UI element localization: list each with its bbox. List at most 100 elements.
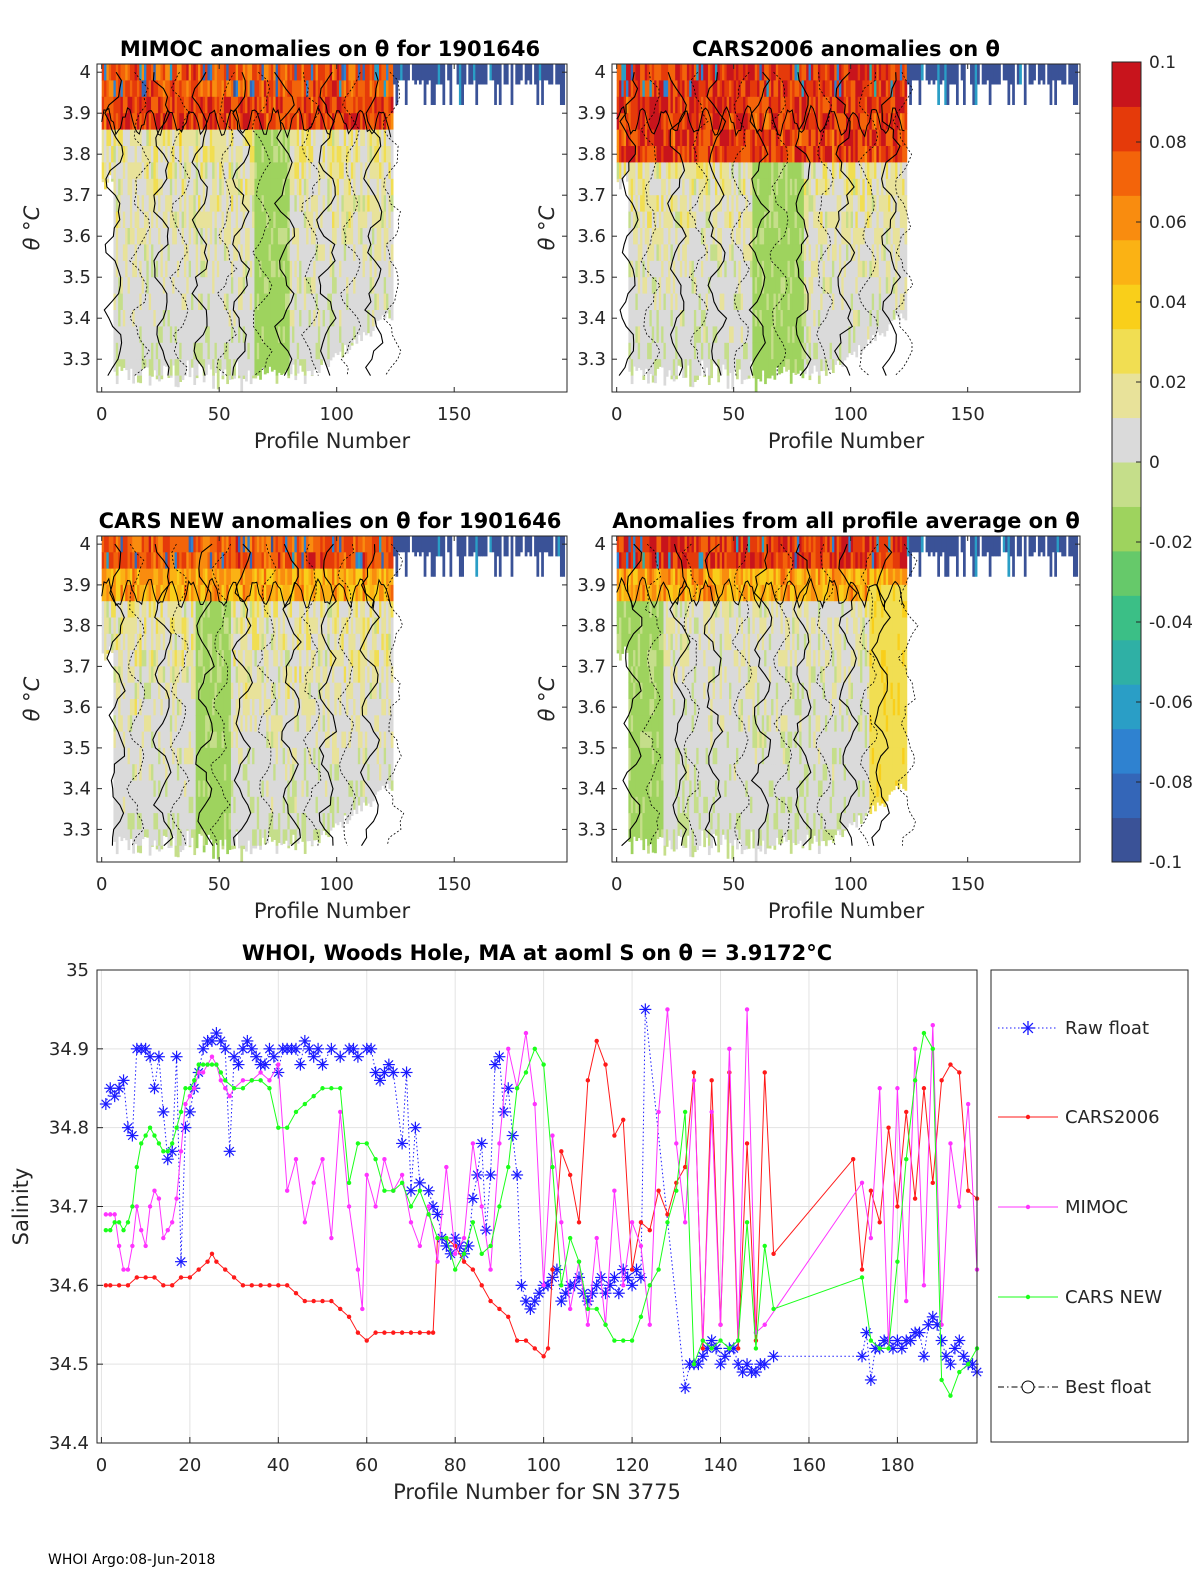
heatmap-cell [724,129,728,147]
heatmap-cell [320,277,323,294]
heatmap-cell [850,80,854,98]
heatmap-cell [245,277,248,294]
heatmap-cell [376,146,380,163]
heatmap-cell [724,178,728,196]
heatmap-cell [1037,64,1041,85]
heatmap-cell [188,310,192,327]
heatmap-cell [329,178,333,196]
heatmap-cell [899,277,903,294]
heatmap-cell [897,310,901,319]
heatmap-cell [122,342,126,360]
heatmap-cell [144,293,147,311]
heatmap-cell [334,211,338,229]
heatmap-cell [362,277,366,294]
heatmap-cell [885,211,889,229]
heatmap-cell [324,310,328,327]
heatmap-cell [768,178,772,196]
heatmap-cell [151,146,154,163]
heatmap-cell [857,244,861,262]
heatmap-cell [353,244,356,262]
heatmap-cell [810,211,814,229]
heatmap-cell [334,244,338,262]
heatmap-cell [179,310,182,327]
heatmap-cell [113,96,117,114]
heatmap-cell [904,228,908,245]
heatmap-cell [106,96,110,114]
heatmap-cell [792,228,795,245]
heatmap-cell [684,342,688,360]
heatmap-cell [668,310,671,327]
heatmap-cell [878,326,882,336]
heatmap-cell [806,244,809,262]
heatmap-cell [810,146,814,163]
heatmap-cell [176,375,180,388]
heatmap-cell [633,80,636,98]
heatmap-cell [747,178,751,196]
heatmap-cell [721,359,725,365]
heatmap-cell [850,326,854,344]
heatmap-cell [261,293,265,311]
heatmap-cell [850,277,854,294]
heatmap-cell [287,228,291,245]
contour-line [273,71,296,376]
heatmap-cell [261,260,265,278]
heatmap-cell [1061,64,1065,85]
heatmap-cell [986,64,990,81]
heatmap-cell [794,293,798,311]
heatmap-cell [183,178,187,196]
heatmap-cell [327,228,331,245]
heatmap-cell [775,96,779,114]
heatmap-cell [212,228,215,245]
heatmap-cell [848,342,852,354]
heatmap-cell [850,178,854,196]
heatmap-cell [209,113,213,130]
heatmap-cell [155,113,159,130]
heatmap-cell [209,228,213,245]
heatmap-cell [810,228,814,245]
heatmap-cell [146,342,150,360]
heatmap-cell [179,277,182,294]
heatmap-cell [796,342,800,360]
heatmap-cell [249,244,253,262]
heatmap-cell [155,228,159,245]
heatmap-cell [637,310,641,327]
heatmap-cell [628,211,632,229]
heatmap-cell [294,244,298,262]
heatmap-cell [169,129,173,147]
heatmap-cell [665,293,669,311]
heatmap-cell [181,375,185,381]
heatmap-cell [642,195,646,212]
heatmap-cell [824,178,828,196]
heatmap-cell [633,310,636,327]
heatmap-cell [712,310,716,327]
heatmap-cell [693,96,697,114]
heatmap-cell [630,244,634,262]
heatmap-cell [346,342,349,354]
heatmap-cell [426,64,429,85]
heatmap-cell [1054,64,1057,105]
heatmap-cell [301,178,305,196]
heatmap-cell [362,228,366,245]
heatmap-cell [252,375,255,379]
heatmap-cell [120,310,124,327]
heatmap-cell [115,129,119,147]
heatmap-cell [796,228,800,245]
heatmap-cell [191,310,194,327]
heatmap-cell [125,113,128,130]
heatmap-cell [745,244,749,262]
heatmap-cell [747,277,751,294]
heatmap-cell [355,277,359,294]
heatmap-cell [637,326,641,344]
heatmap-cell [381,293,385,311]
heatmap-cell [892,310,896,320]
heatmap-cell [144,195,147,212]
heatmap-cell [855,146,859,163]
heatmap-cell [209,277,213,294]
heatmap-cell [277,146,281,163]
heatmap-cell [348,310,352,327]
heatmap-cell [1028,64,1032,85]
heatmap-cell [628,293,632,311]
heatmap-cell [259,211,262,229]
heatmap-cell [707,244,711,262]
heatmap-cell [626,96,629,114]
